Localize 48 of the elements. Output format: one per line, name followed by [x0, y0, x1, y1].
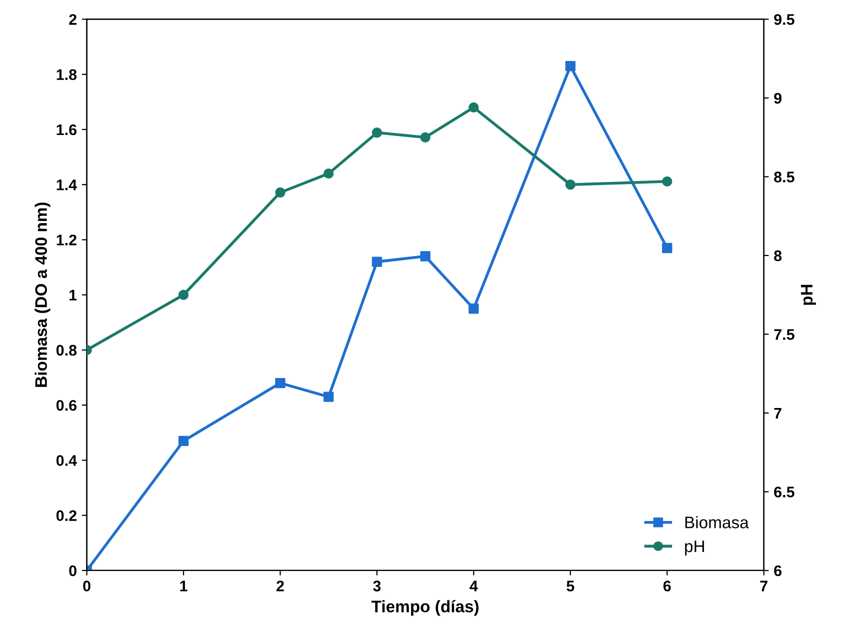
point	[178, 436, 189, 446]
point	[468, 102, 479, 113]
y-axis-title: Biomasa (DO a 400 nm)	[34, 202, 50, 387]
point	[324, 392, 334, 402]
y2-tick-label: 8.5	[774, 172, 794, 182]
y-tick-label: 2	[69, 14, 76, 25]
y-tick-label: 0.8	[56, 344, 77, 356]
x-axis-title: Tiempo (días)	[371, 600, 479, 616]
x-tick-label: 0	[83, 580, 90, 592]
x-tick-label: 5	[566, 580, 574, 592]
point	[565, 61, 576, 72]
point	[420, 251, 430, 262]
y-tick-label: 1.8	[56, 69, 77, 80]
point	[178, 290, 189, 300]
x-tick-label: 2	[276, 580, 284, 592]
y2-tick-label: 7.5	[774, 329, 794, 340]
point	[468, 304, 479, 314]
x-tick-label: 3	[373, 580, 381, 592]
legend-label: pH	[685, 540, 704, 556]
point	[275, 187, 286, 198]
y2-tick-label: 6.5	[774, 486, 794, 498]
y-tick-label: 1.4	[56, 180, 77, 190]
y-tick-label: 0.6	[56, 400, 77, 411]
x-tick-label: 4	[470, 580, 478, 592]
y2-tick-label: 8	[774, 250, 782, 262]
x-tick-label: 6	[663, 580, 671, 592]
x-tick-label: 7	[760, 580, 768, 592]
x-tick-label: 1	[180, 580, 188, 592]
point	[324, 168, 334, 179]
y2-tick-label: 9.5	[774, 14, 794, 25]
y2-axis-title: pH	[800, 284, 816, 305]
point	[565, 180, 576, 190]
point	[420, 132, 430, 142]
y2-tick-label: 9	[774, 92, 782, 104]
point	[275, 378, 286, 388]
y-tick-label: 0.4	[56, 455, 77, 466]
point	[662, 176, 672, 187]
y-tick-label: 1	[70, 290, 77, 300]
y2-tick-label: 6	[774, 565, 782, 576]
legend-label: Biomasa	[685, 516, 749, 528]
y-tick-label: 0	[69, 565, 76, 576]
point	[662, 242, 672, 254]
point	[372, 128, 382, 138]
y-tick-label: 0.2	[56, 510, 76, 522]
y-tick-label: 1.2	[56, 234, 76, 246]
y2-tick-label: 7	[774, 408, 782, 419]
point	[372, 256, 382, 267]
y-tick-label: 1.6	[56, 124, 77, 136]
